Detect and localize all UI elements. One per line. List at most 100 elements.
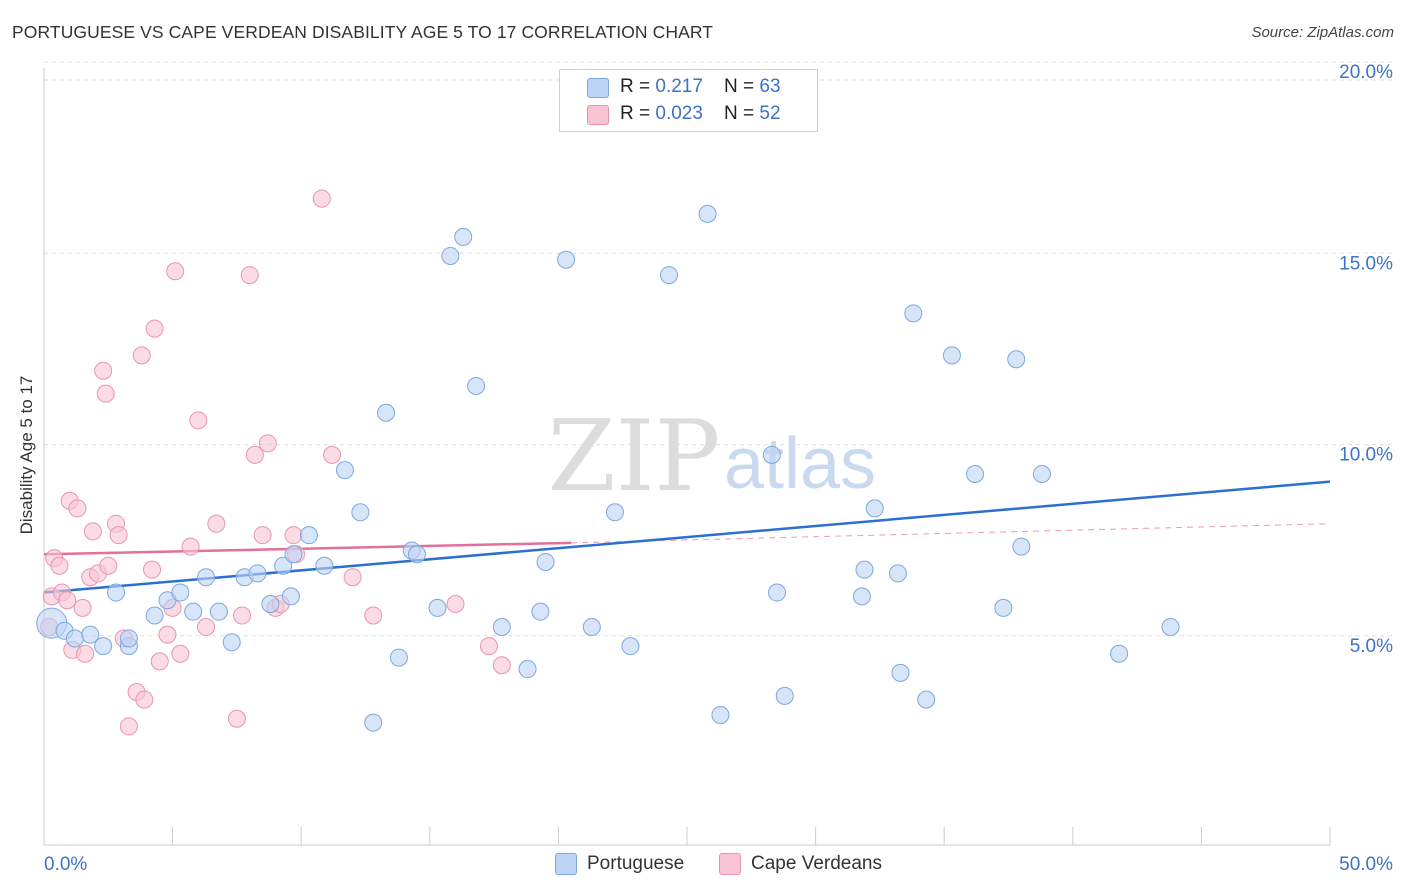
pink-square-icon — [719, 853, 741, 875]
portuguese-point — [299, 526, 318, 545]
y-axis-label: Disability Age 5 to 17 — [17, 375, 36, 535]
cape-verdeans-point — [96, 384, 115, 403]
blue-square-icon — [555, 853, 577, 875]
portuguese-point — [281, 587, 300, 606]
portuguese-point — [582, 617, 601, 636]
portuguese-point — [1161, 617, 1180, 636]
cape-verdeans-point — [312, 189, 331, 208]
portuguese-point — [467, 377, 486, 395]
blue-swatch-icon — [587, 78, 609, 98]
portuguese-point — [454, 227, 473, 246]
cape-verdeans-point — [245, 445, 264, 464]
cape-verdeans-point — [323, 445, 342, 464]
legend-r-label: R = — [620, 103, 656, 124]
cape-verdeans-point — [258, 434, 277, 453]
portuguese-point — [852, 587, 871, 606]
axes — [43, 68, 1331, 846]
legend-row-cape-verdeans: R = 0.023 N = 52 — [560, 101, 817, 127]
pink-swatch-icon — [587, 105, 609, 125]
legend-r-value: 0.023 — [655, 103, 703, 124]
portuguese-point — [942, 346, 961, 365]
legend-cape-verdeans-label: Cape Verdeans — [751, 853, 882, 874]
portuguese-point — [1007, 350, 1026, 369]
cape-verdeans-point — [227, 709, 246, 728]
legend-n-label: N = — [724, 76, 760, 97]
cape-verdeans-point — [145, 319, 164, 338]
cape-verdeans-trend-line — [43, 541, 572, 556]
portuguese-point — [888, 564, 907, 583]
cape-verdeans-point — [364, 606, 383, 625]
portuguese-point — [428, 598, 447, 617]
portuguese-point — [351, 503, 370, 522]
watermark-zip: ZIP — [548, 400, 721, 514]
cape-verdeans-point — [479, 637, 498, 656]
portuguese-point — [531, 602, 550, 621]
portuguese-point — [335, 461, 354, 480]
portuguese-point — [775, 686, 794, 705]
legend-row-portuguese: R = 0.217 N = 63 — [560, 74, 817, 100]
cape-verdeans-point — [240, 266, 259, 285]
portuguese-point — [1032, 464, 1051, 483]
x-tick-label: 0.0% — [44, 854, 87, 875]
cape-verdeans-point — [135, 690, 154, 709]
portuguese-point — [966, 464, 985, 483]
portuguese-point — [518, 660, 537, 679]
cape-verdeans-point — [76, 644, 95, 663]
legend-row1-text: R = 0.217 N = 63 — [620, 76, 781, 98]
portuguese-point — [364, 713, 383, 732]
portuguese-point — [492, 617, 511, 636]
portuguese-point — [605, 503, 624, 522]
cape-verdeans-point — [83, 522, 102, 541]
portuguese-point — [274, 556, 293, 575]
legend-r-value: 0.217 — [655, 76, 703, 97]
portuguese-point — [81, 625, 100, 644]
y-tick-label: 5.0% — [1350, 636, 1393, 657]
cape-verdeans-trend-dashed — [571, 523, 1331, 544]
portuguese-point — [557, 250, 576, 269]
legend-n-value: 63 — [759, 76, 781, 97]
source-label: Source: ZipAtlas.com — [1251, 24, 1394, 41]
chart-title: PORTUGUESE VS CAPE VERDEAN DISABILITY AG… — [12, 22, 714, 42]
cape-verdeans-point — [73, 598, 92, 617]
portuguese-point — [222, 633, 241, 652]
portuguese-point — [377, 403, 396, 422]
cape-verdeans-point — [446, 595, 465, 614]
portuguese-point — [711, 705, 730, 724]
cape-verdeans-point — [50, 556, 69, 575]
portuguese-point — [659, 266, 678, 285]
correlation-legend: R = 0.217 N = 63 R = 0.023 N = 52 — [559, 69, 818, 132]
cape-verdeans-point — [253, 526, 272, 545]
cape-verdeans-point — [181, 537, 200, 556]
portuguese-point — [441, 246, 460, 265]
cape-verdeans-point — [99, 556, 118, 575]
cape-verdeans-point — [233, 606, 252, 625]
portuguese-point — [119, 629, 138, 648]
cape-verdeans-point — [492, 656, 511, 675]
legend-n-value: 52 — [759, 103, 781, 124]
legend-r-label: R = — [620, 76, 656, 97]
portuguese-points — [36, 204, 1180, 732]
cape-verdeans-point — [343, 568, 362, 587]
cape-verdeans-point — [119, 717, 138, 736]
portuguese-point — [209, 602, 228, 621]
portuguese-point — [762, 445, 781, 464]
legend-portuguese-label: Portuguese — [587, 853, 685, 874]
portuguese-point — [65, 629, 84, 648]
cape-verdeans-point — [68, 499, 87, 518]
tick-labels: 5.0% 10.0% 15.0% 20.0% 0.0% 50.0% — [44, 62, 1393, 875]
cape-verdeans-point — [284, 526, 303, 545]
watermark: ZIP atlas — [548, 400, 876, 514]
cape-verdeans-point — [189, 411, 208, 430]
portuguese-point — [855, 560, 874, 579]
cape-verdeans-point — [109, 526, 128, 545]
cape-verdeans-point — [158, 625, 177, 644]
cape-verdeans-point — [197, 617, 216, 636]
portuguese-point — [891, 663, 910, 682]
portuguese-point — [315, 556, 334, 575]
portuguese-point — [197, 568, 216, 587]
portuguese-point — [171, 583, 190, 602]
portuguese-point — [184, 602, 203, 621]
cape-verdeans-point — [150, 652, 169, 671]
cape-verdeans-point — [171, 644, 190, 663]
